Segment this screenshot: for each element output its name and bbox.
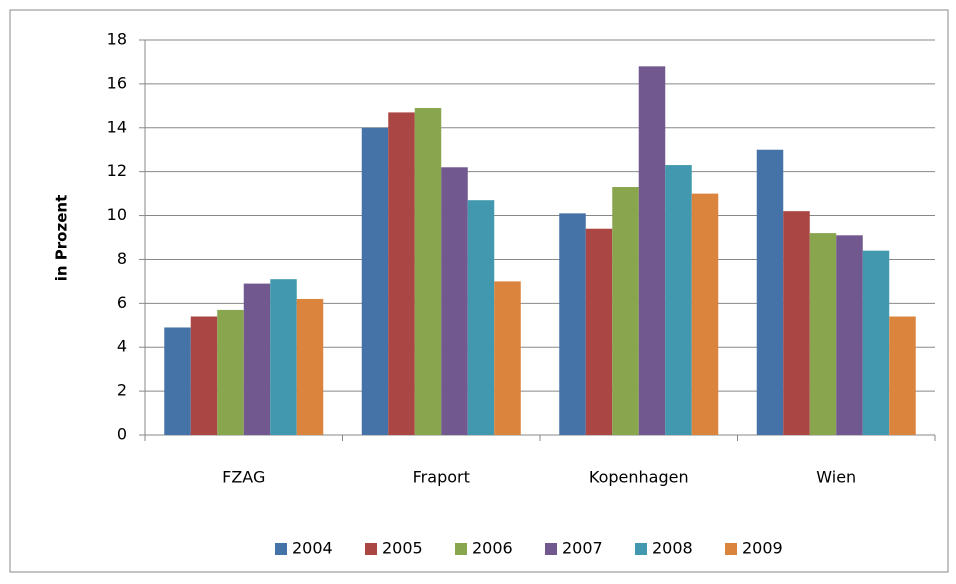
bar [691, 193, 719, 435]
legend-swatch [545, 543, 557, 555]
y-axis-label: in Prozent [53, 195, 71, 282]
bar [638, 66, 666, 435]
bar [190, 316, 218, 435]
legend-label: 2006 [472, 539, 513, 558]
legend-swatch [275, 543, 287, 555]
bar [441, 167, 468, 435]
legend-swatch [635, 543, 647, 555]
bar [809, 233, 837, 435]
y-tick-label: 2 [117, 381, 127, 400]
legend-swatch [725, 543, 737, 555]
bar [296, 298, 324, 435]
bar [414, 108, 442, 436]
x-tick-label: Fraport [413, 468, 470, 487]
y-tick-label: 10 [107, 205, 127, 224]
x-tick-label: Kopenhagen [589, 468, 689, 487]
bar [559, 213, 586, 435]
legend-swatch [365, 543, 377, 555]
y-tick-label: 4 [117, 337, 127, 356]
legend-label: 2009 [742, 539, 783, 558]
y-tick-label: 0 [117, 425, 127, 444]
bar [270, 279, 297, 435]
legend-label: 2004 [292, 539, 333, 558]
bar [243, 283, 271, 435]
bar [467, 200, 495, 435]
bar [164, 327, 191, 435]
bar [756, 149, 784, 435]
legend-label: 2008 [652, 539, 693, 558]
y-tick-label: 14 [107, 117, 127, 136]
y-tick-label: 18 [107, 30, 127, 49]
bar [665, 165, 692, 436]
bar [388, 112, 415, 436]
x-tick-label: Wien [816, 468, 856, 487]
bar [862, 250, 890, 435]
bar [361, 127, 389, 436]
legend-label: 2005 [382, 539, 423, 558]
bar [783, 211, 810, 435]
y-tick-label: 6 [117, 293, 127, 312]
bar [585, 228, 613, 435]
bar [612, 187, 639, 435]
bar [836, 235, 863, 435]
bar [217, 309, 244, 435]
y-tick-label: 16 [107, 73, 127, 92]
bar [494, 281, 521, 435]
legend-swatch [455, 543, 467, 555]
x-tick-label: FZAG [222, 468, 265, 487]
legend-label: 2007 [562, 539, 603, 558]
bar [889, 316, 916, 435]
y-tick-label: 8 [117, 249, 127, 268]
y-tick-label: 12 [107, 161, 127, 180]
